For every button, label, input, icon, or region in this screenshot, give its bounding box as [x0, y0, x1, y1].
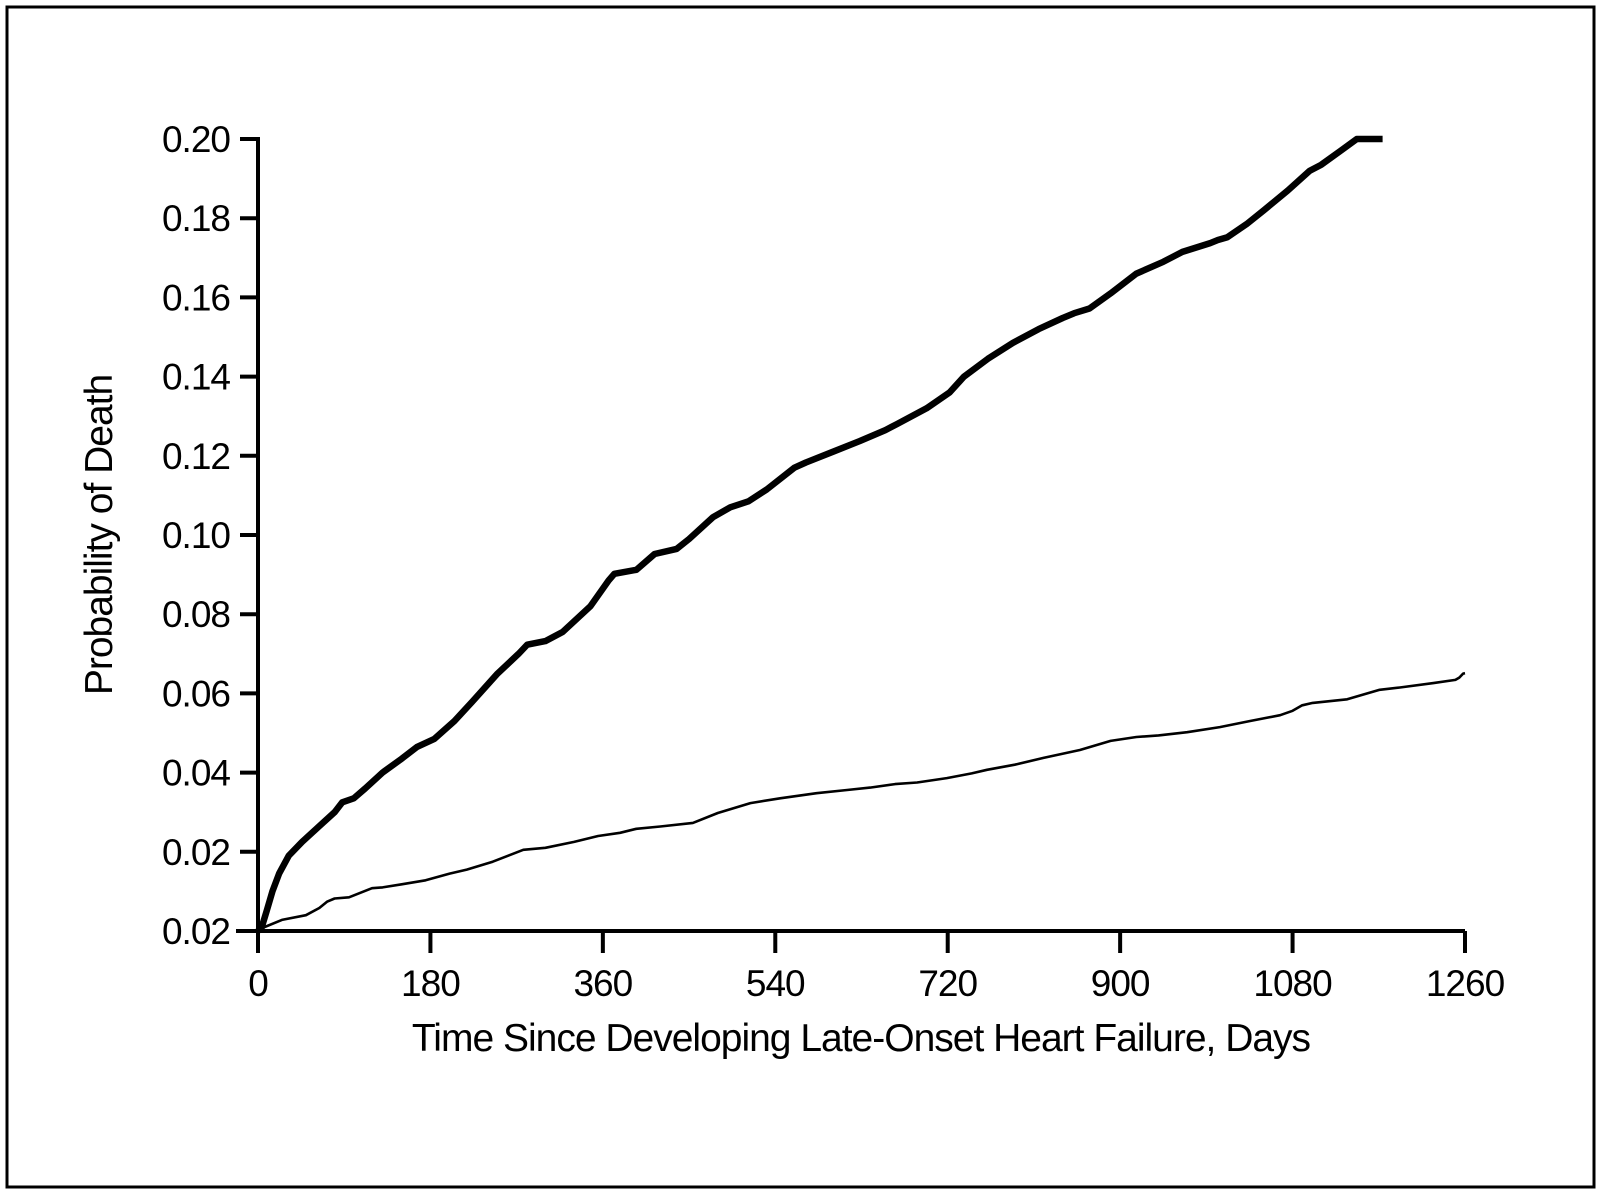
tick-labels: 0 180 360 540 720 900 1080 1260 0.20 0.18 0.16 0.14… — [162, 119, 1506, 1004]
x-tick-label: 900 — [1091, 963, 1150, 1004]
y-axis-title: Probability of Death — [78, 375, 121, 695]
x-tick-label: 720 — [918, 963, 977, 1004]
y-tick-label: 0.10 — [162, 515, 230, 556]
figure-border — [5, 5, 1596, 1189]
y-tick-label: 0.06 — [162, 673, 230, 714]
thick-series-line — [255, 135, 1383, 934]
x-axis-title: Time Since Developing Late-Onset Heart F… — [412, 1017, 1311, 1060]
y-tick-label: 0.08 — [162, 594, 230, 635]
y-tick-label: 0.12 — [162, 436, 230, 477]
x-tick-label: 0 — [248, 963, 268, 1004]
y-tick-label: 0.14 — [162, 357, 230, 398]
axes — [236, 137, 1467, 953]
y-tick-label: 0.04 — [162, 753, 230, 794]
x-tick-label: 1260 — [1426, 963, 1505, 1004]
y-tick-label: 0.20 — [162, 119, 230, 160]
x-tick-label: 360 — [573, 963, 632, 1004]
x-tick-label: 180 — [401, 963, 460, 1004]
y-tick-label: 0.16 — [162, 277, 230, 318]
y-tick-label: 0.02 — [162, 911, 230, 952]
thin-series-line — [257, 671, 1466, 933]
x-tick-label: 540 — [746, 963, 805, 1004]
y-tick-label: 0.18 — [162, 198, 230, 239]
series-lines — [255, 135, 1466, 934]
y-tick-label: 0.02 — [162, 832, 230, 873]
x-tick-label: 1080 — [1253, 963, 1332, 1004]
